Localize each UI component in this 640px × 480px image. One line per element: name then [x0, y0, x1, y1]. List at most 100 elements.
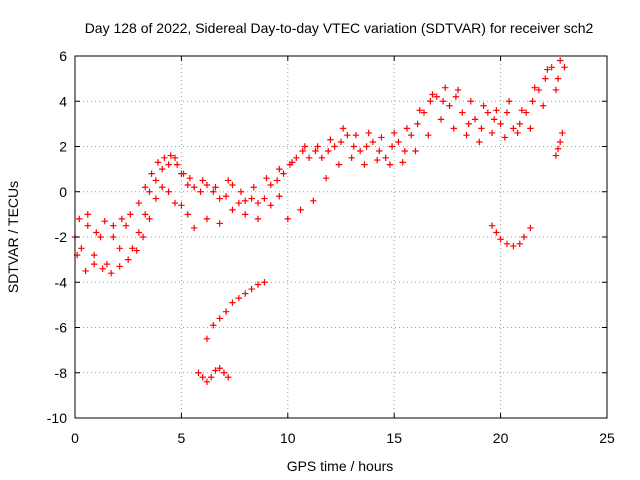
- x-tick-label: 10: [280, 430, 296, 446]
- data-point: [388, 143, 396, 150]
- data-point: [254, 199, 262, 207]
- data-point: [210, 188, 217, 195]
- data-point: [310, 197, 317, 204]
- data-point: [299, 147, 306, 155]
- data-point: [556, 57, 564, 64]
- data-point: [503, 109, 511, 116]
- x-axis-label: GPS time / hours: [287, 458, 394, 474]
- data-point: [190, 184, 198, 191]
- data-point: [173, 161, 181, 168]
- data-point: [476, 138, 483, 146]
- data-point: [429, 91, 436, 98]
- data-point: [369, 138, 377, 146]
- data-point: [199, 374, 206, 381]
- data-point: [210, 322, 217, 329]
- data-point: [212, 367, 219, 374]
- data-point: [378, 134, 385, 141]
- x-tick-label: 5: [178, 430, 186, 446]
- data-point: [491, 116, 498, 123]
- data-point: [544, 66, 551, 73]
- data-point: [212, 184, 219, 191]
- x-tick-label: 20: [493, 430, 509, 446]
- x-tick-label: 0: [71, 430, 79, 446]
- data-point: [276, 193, 283, 200]
- data-point: [559, 129, 566, 137]
- data-point: [554, 145, 562, 152]
- data-point: [465, 120, 472, 128]
- data-point: [305, 154, 313, 162]
- data-point: [261, 279, 268, 286]
- data-point: [488, 222, 496, 229]
- data-point: [235, 199, 243, 207]
- data-point: [284, 215, 291, 223]
- data-point: [171, 154, 179, 162]
- series-main-trend: [71, 64, 568, 268]
- data-point: [439, 98, 447, 105]
- data-point: [548, 64, 555, 71]
- data-point: [408, 131, 415, 139]
- data-point: [242, 290, 249, 297]
- data-point: [229, 299, 236, 306]
- data-point: [242, 197, 249, 204]
- data-point: [331, 143, 338, 150]
- data-point: [288, 159, 296, 166]
- data-point: [352, 131, 360, 139]
- data-point: [76, 215, 83, 223]
- data-point: [522, 109, 530, 116]
- data-point: [242, 211, 249, 218]
- data-point: [327, 136, 334, 143]
- data-point: [414, 120, 421, 128]
- data-point: [225, 374, 232, 381]
- data-point: [478, 125, 485, 132]
- data-point: [335, 161, 343, 168]
- data-point: [535, 86, 543, 94]
- data-point: [293, 154, 300, 162]
- data-point: [184, 211, 191, 218]
- data-point: [386, 161, 394, 168]
- data-point: [554, 75, 562, 82]
- series-gap-arc: [203, 279, 268, 343]
- data-point: [552, 86, 560, 94]
- data-point: [267, 202, 274, 209]
- data-point: [190, 224, 198, 232]
- data-point: [146, 188, 153, 195]
- data-point: [135, 229, 143, 236]
- data-point: [356, 147, 364, 155]
- data-point: [442, 84, 449, 91]
- y-tick-label: -2: [55, 229, 68, 245]
- data-point: [203, 215, 211, 223]
- data-point: [348, 154, 355, 162]
- data-point: [159, 184, 166, 191]
- data-point: [142, 211, 149, 218]
- data-point: [207, 374, 215, 381]
- data-point: [216, 195, 223, 202]
- data-point: [263, 174, 270, 182]
- data-point: [101, 217, 108, 225]
- data-point: [531, 84, 538, 91]
- data-point: [433, 93, 440, 100]
- data-point: [450, 125, 457, 132]
- data-point: [152, 195, 160, 202]
- series-low-cluster: [195, 365, 232, 385]
- y-tick-label: -8: [55, 365, 68, 381]
- data-point: [518, 107, 526, 114]
- data-point: [161, 154, 168, 162]
- data-point: [280, 170, 287, 177]
- data-point: [107, 270, 115, 277]
- data-point: [93, 229, 100, 236]
- data-point: [225, 177, 232, 184]
- y-axis-label: SDTVAR / TECUs: [5, 181, 21, 293]
- series-late-segment: [552, 129, 566, 159]
- data-point: [420, 109, 428, 116]
- data-point: [312, 147, 319, 155]
- data-point: [452, 93, 460, 100]
- data-point: [463, 131, 470, 139]
- data-point: [248, 285, 255, 293]
- data-point: [125, 256, 132, 263]
- data-point: [248, 195, 255, 202]
- x-tick-label: 15: [386, 430, 402, 446]
- data-point: [127, 211, 134, 218]
- data-point: [542, 75, 549, 82]
- data-point: [510, 242, 517, 250]
- data-point: [276, 165, 283, 173]
